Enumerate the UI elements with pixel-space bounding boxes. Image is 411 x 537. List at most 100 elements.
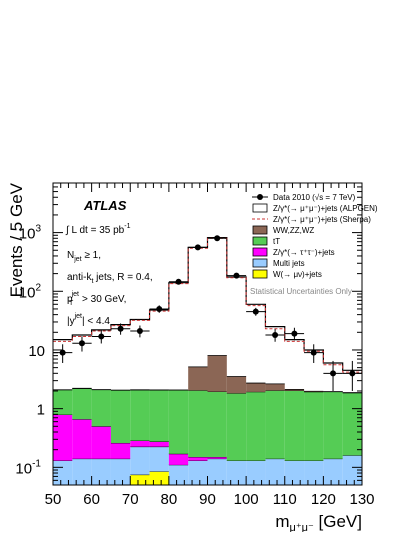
stack-bin <box>265 384 284 391</box>
data-point <box>137 328 143 334</box>
stack-bin <box>92 426 111 458</box>
x-axis-title: mμ⁺μ⁻ [GeV] <box>275 512 362 532</box>
legend-label: Z/γ*(→ τ⁺τ⁻)+jets <box>273 248 335 257</box>
stack-bin <box>227 393 246 460</box>
data-point <box>330 370 336 376</box>
pt-subscript: T <box>69 300 74 307</box>
njet-subscript: jet <box>73 256 81 263</box>
data-point <box>156 306 162 312</box>
stack-bin <box>265 390 284 458</box>
stack-bin <box>208 392 227 457</box>
data-point <box>272 332 278 338</box>
legend-swatch <box>253 259 267 267</box>
legend-swatch <box>253 204 267 212</box>
stack-bin <box>246 383 265 392</box>
legend-label: tT <box>273 237 280 246</box>
x-tick-label: 100 <box>234 491 259 508</box>
rapidity-symbol: |y <box>67 316 75 327</box>
legend: Data 2010 (√s = 7 TeV)Z/γ*(→ μ⁺μ⁻)+jets … <box>250 193 378 296</box>
y-tick-label: 10-1 <box>15 458 41 477</box>
algo-name: anti-k <box>67 272 92 283</box>
luminosity-text: ∫ L dt = 35 pb <box>65 225 125 236</box>
stack-bin <box>111 390 130 443</box>
x-tick-label: 90 <box>199 491 216 508</box>
annotations: ATLAS ∫ L dt = 35 pb-1 Njet ≥ 1, anti-kt… <box>65 198 153 327</box>
stack-bin <box>304 392 323 461</box>
legend-label: WW,ZZ,WZ <box>273 226 314 235</box>
stack-bin <box>150 471 169 485</box>
data-point <box>311 350 317 356</box>
data-point <box>176 279 182 285</box>
legend-swatch <box>253 270 267 278</box>
stack-bin <box>92 459 111 485</box>
x-axis-title-main: m <box>275 512 289 531</box>
data-point <box>214 235 220 241</box>
pt-condition: > 30 GeV, <box>79 294 126 305</box>
stack-bin <box>208 459 227 485</box>
x-tick-label: 50 <box>45 491 62 508</box>
jet-algorithm-label: anti-kt jets, R = 0.4, <box>67 272 153 285</box>
stack-bin <box>246 461 265 485</box>
rapidity-cut-label: |yjet| < 4.4 <box>67 313 110 327</box>
rapidity-condition: | < 4.4 <box>82 316 110 327</box>
data-point <box>118 326 124 332</box>
data-point <box>195 244 201 250</box>
njet-condition: ≥ 1, <box>82 250 101 261</box>
stack-bin <box>130 475 149 485</box>
stack-bin <box>72 388 91 419</box>
experiment-label: ATLAS <box>83 198 127 213</box>
y-tick-base: 1 <box>37 402 45 419</box>
y-tick-base: 10 <box>28 343 45 360</box>
stack-bin <box>265 459 284 485</box>
stack-bin <box>130 441 149 447</box>
data-point <box>291 331 297 337</box>
stack-bin <box>208 355 227 391</box>
x-tick-label: 80 <box>161 491 178 508</box>
stack-bin <box>188 390 207 457</box>
legend-entry: Z/γ*(→ μ⁺μ⁻)+jets (ALPGEN) <box>253 204 378 213</box>
stack-bin <box>227 461 246 485</box>
stack-bin <box>246 392 265 461</box>
legend-swatch <box>253 237 267 245</box>
data-point <box>98 333 104 339</box>
x-axis-title-sub: μ⁺μ⁻ <box>290 522 314 532</box>
stack-bin <box>188 367 207 390</box>
stack-bin <box>130 447 149 475</box>
stack-bin <box>72 459 91 485</box>
stack-bin <box>130 390 149 441</box>
njet-cut-label: Njet ≥ 1, <box>67 250 101 263</box>
data-point <box>60 350 66 356</box>
y-tick-base: 10 <box>15 460 32 477</box>
x-tick-label: 120 <box>311 491 336 508</box>
stack-bin <box>188 457 207 461</box>
legend-entry: WW,ZZ,WZ <box>253 226 314 235</box>
y-tick-exponent: -1 <box>32 458 41 469</box>
njet-symbol: N <box>67 250 74 261</box>
legend-entry: tT <box>253 237 280 246</box>
data-point <box>349 370 355 376</box>
y-axis-title: Events / 5 GeV <box>7 182 26 297</box>
x-tick-label: 130 <box>349 491 374 508</box>
legend-entry: Z/γ*(→ μ⁺μ⁻)+jets (Sherpa) <box>252 215 371 224</box>
stack-bin <box>323 392 342 459</box>
legend-entry: Multi jets <box>253 259 305 268</box>
legend-label: Multi jets <box>273 259 305 268</box>
y-tick-label: 10 <box>28 343 45 360</box>
stack-bin <box>169 465 188 485</box>
stack-bin <box>111 443 130 459</box>
stack-bin <box>188 461 207 485</box>
stack-bin <box>169 390 188 454</box>
y-tick-label: 1 <box>37 402 45 419</box>
stack-bin <box>343 393 362 456</box>
pt-superscript: jet <box>71 291 79 298</box>
data-point <box>253 309 259 315</box>
data-point <box>233 273 239 279</box>
stack-bin <box>111 459 130 485</box>
x-tick-label: 70 <box>122 491 139 508</box>
legend-entry: W(→ μν)+jets <box>253 270 322 279</box>
legend-swatch <box>253 226 267 234</box>
stack-bin <box>285 391 304 461</box>
